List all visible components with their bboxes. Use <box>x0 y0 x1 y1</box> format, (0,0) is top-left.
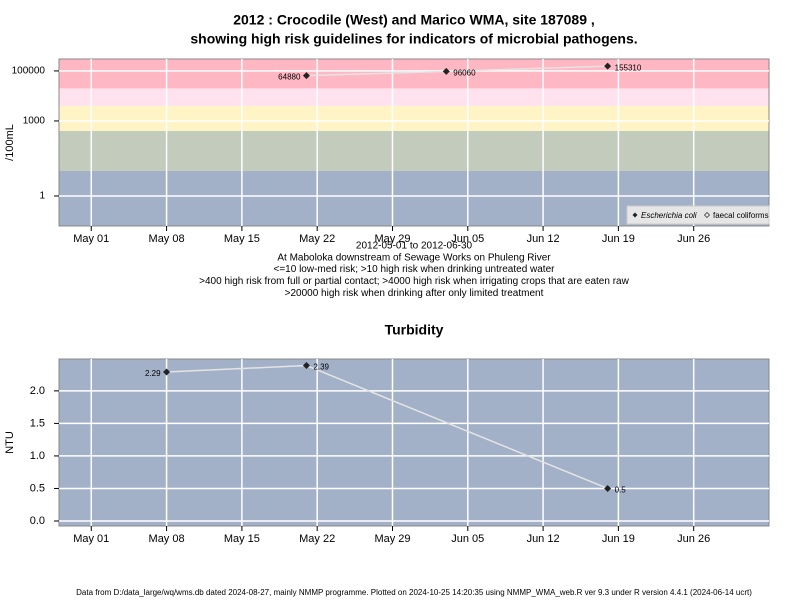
x-tick-label: Jun 19 <box>602 233 635 245</box>
panel-title: Turbidity <box>385 322 444 338</box>
y-tick-label: 100000 <box>12 66 46 77</box>
risk-band <box>59 105 769 131</box>
x-tick-label: May 22 <box>299 233 335 245</box>
y-tick-label: 2.0 <box>30 385 45 397</box>
risk-band <box>59 130 769 171</box>
x-tick-label: May 01 <box>73 233 109 245</box>
data-label: 0.5 <box>615 486 627 495</box>
x-tick-label: Jun 19 <box>602 533 635 545</box>
risk-band <box>59 88 769 106</box>
legend-label: Escherichia coli <box>641 211 697 220</box>
data-point <box>442 67 450 75</box>
x-tick-label: May 08 <box>149 233 185 245</box>
x-tick-label: Jun 05 <box>451 233 484 245</box>
legend-marker <box>632 212 638 218</box>
data-point <box>163 368 171 376</box>
axis-note: 2012-05-01 to 2012-06-30 <box>356 241 473 252</box>
y-axis-label: NTU <box>4 431 16 454</box>
x-tick-label: May 22 <box>299 533 335 545</box>
y-tick-label: 1.5 <box>30 417 45 429</box>
y-axis-label: /100mL <box>4 124 16 161</box>
x-tick-label: May 15 <box>224 533 260 545</box>
data-point <box>604 484 612 492</box>
data-point <box>302 362 310 370</box>
data-label: 2.29 <box>145 369 161 378</box>
axis-note: >400 high risk from full or partial cont… <box>199 276 629 287</box>
data-point <box>604 62 612 70</box>
chart-title: showing high risk guidelines for indicat… <box>190 31 637 47</box>
data-label: 64880 <box>278 73 301 82</box>
x-tick-label: Jun 26 <box>677 533 710 545</box>
risk-band <box>59 59 769 89</box>
x-tick-label: Jun 12 <box>527 233 560 245</box>
x-tick-label: Jun 12 <box>527 533 560 545</box>
plot-background <box>59 359 769 526</box>
y-tick-label: 0.5 <box>30 482 45 494</box>
data-label: 2.39 <box>313 363 329 372</box>
axis-note: >20000 high risk when drinking after onl… <box>285 288 544 299</box>
footer: Data from D:/data_large/wq/wms.db dated … <box>76 588 752 597</box>
axis-note: <=10 low-med risk; >10 high risk when dr… <box>274 264 556 275</box>
axis-note: At Maboloka downstream of Sewage Works o… <box>277 252 551 263</box>
x-tick-label: May 15 <box>224 233 260 245</box>
x-tick-label: May 01 <box>73 533 109 545</box>
x-tick-label: Jun 05 <box>451 533 484 545</box>
y-tick-label: 0.0 <box>30 515 45 527</box>
y-tick-label: 1 <box>39 191 45 202</box>
y-tick-label: 1000 <box>23 116 46 127</box>
plot-frame <box>58 58 770 227</box>
x-tick-label: Jun 26 <box>677 233 710 245</box>
data-point <box>302 72 310 80</box>
legend-marker <box>704 212 710 218</box>
x-tick-label: May 29 <box>374 233 410 245</box>
data-label: 96060 <box>453 68 476 77</box>
data-label: 155310 <box>615 63 642 72</box>
plot-frame <box>58 358 770 527</box>
x-tick-label: May 29 <box>374 533 410 545</box>
legend-box <box>626 205 770 225</box>
x-tick-label: May 08 <box>149 533 185 545</box>
legend-label: faecal coliforms <box>713 211 769 220</box>
chart-title: 2012 : Crocodile (West) and Marico WMA, … <box>233 12 595 28</box>
y-tick-label: 1.0 <box>30 450 45 462</box>
